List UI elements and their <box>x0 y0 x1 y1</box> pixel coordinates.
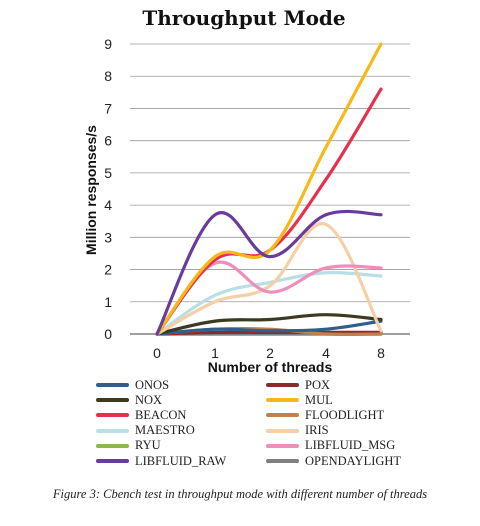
legend-swatch <box>96 413 129 418</box>
legend-item-ryu: RYU <box>96 438 161 453</box>
legend-swatch <box>96 383 129 387</box>
legend-label: RYU <box>135 438 161 453</box>
y-tick-label: 0 <box>104 326 112 342</box>
legend-label: ONOS <box>135 377 170 392</box>
x-tick-label: 0 <box>153 345 161 361</box>
legend-item-iris: IRIS <box>266 423 329 438</box>
legend-swatch <box>96 459 129 463</box>
legend-label: LIBFLUID_MSG <box>305 438 396 453</box>
series-line-onos <box>155 319 383 336</box>
legend-label: POX <box>305 377 331 392</box>
y-tick-labels: 0 1 2 3 4 5 6 7 8 9 <box>104 36 112 342</box>
legend-label: FLOODLIGHT <box>305 407 385 422</box>
series-line-maestro <box>155 270 383 336</box>
y-tick-label: 3 <box>104 229 112 245</box>
legend-swatch <box>96 398 129 403</box>
series-line-pox <box>155 330 383 336</box>
legend-item-floodlight: FLOODLIGHT <box>266 408 384 422</box>
legend-item-beacon: BEACON <box>96 408 186 422</box>
x-axis-label: Number of threads <box>208 359 333 375</box>
gridlines <box>130 43 410 335</box>
legend-label: MAESTRO <box>135 423 195 438</box>
legend-label: LIBFLUID_RAW <box>135 453 227 468</box>
x-tick-labels: 0 1 2 4 8 <box>153 345 385 361</box>
y-tick-label: 4 <box>104 197 112 213</box>
x-tick-label: 8 <box>377 345 385 361</box>
y-tick-label: 5 <box>104 165 112 181</box>
legend-label: NOX <box>135 392 163 407</box>
line-chart: 0 1 2 3 4 5 6 7 8 9 0 1 2 4 8 Million responses/s Num… <box>83 36 410 375</box>
chart-title: Throughput Mode <box>142 6 346 30</box>
legend-swatch <box>266 443 299 448</box>
legend-swatch <box>266 398 299 403</box>
y-tick-label: 2 <box>104 262 112 278</box>
series-line-iris <box>155 222 383 336</box>
series-line-libfluid-raw <box>155 209 383 336</box>
legend-label: IRIS <box>305 423 329 438</box>
series-line-mul <box>155 42 383 336</box>
series-line-nox <box>155 313 383 336</box>
x-tick-label: 4 <box>322 345 330 361</box>
legend-label: MUL <box>305 392 333 407</box>
legend-item-opendaylight: OPENDAYLIGHT <box>266 454 401 468</box>
y-tick-label: 7 <box>104 100 112 116</box>
x-tick-label: 2 <box>266 345 274 361</box>
legend-swatch <box>266 383 299 387</box>
y-tick-label: 6 <box>104 133 112 149</box>
x-tick-label: 1 <box>211 345 219 361</box>
y-tick-label: 1 <box>104 294 112 310</box>
legend-label: BEACON <box>135 407 187 422</box>
legend-item-pox: POX <box>266 378 330 392</box>
y-tick-label: 8 <box>104 68 112 84</box>
legend-swatch <box>266 428 299 433</box>
legend-swatch <box>266 413 299 418</box>
legend-swatch <box>96 428 129 433</box>
legend-item-libfluid-msg: LIBFLUID_MSG <box>266 438 396 453</box>
legend-label: OPENDAYLIGHT <box>305 453 402 468</box>
y-tick-label: 9 <box>104 36 112 52</box>
legend-swatch <box>266 459 299 463</box>
legend-item-mul: MUL <box>266 393 333 407</box>
legend-item-onos: ONOS <box>96 378 169 392</box>
series-lines <box>155 42 383 336</box>
legend-item-libfluid-raw: LIBFLUID_RAW <box>96 454 226 468</box>
figure-caption: Figure 3: Cbench test in throughput mode… <box>52 487 428 501</box>
legend-swatch <box>96 443 129 448</box>
legend-item-nox: NOX <box>96 393 162 407</box>
y-axis-label: Million responses/s <box>83 125 99 255</box>
legend-item-maestro: MAESTRO <box>96 423 195 438</box>
